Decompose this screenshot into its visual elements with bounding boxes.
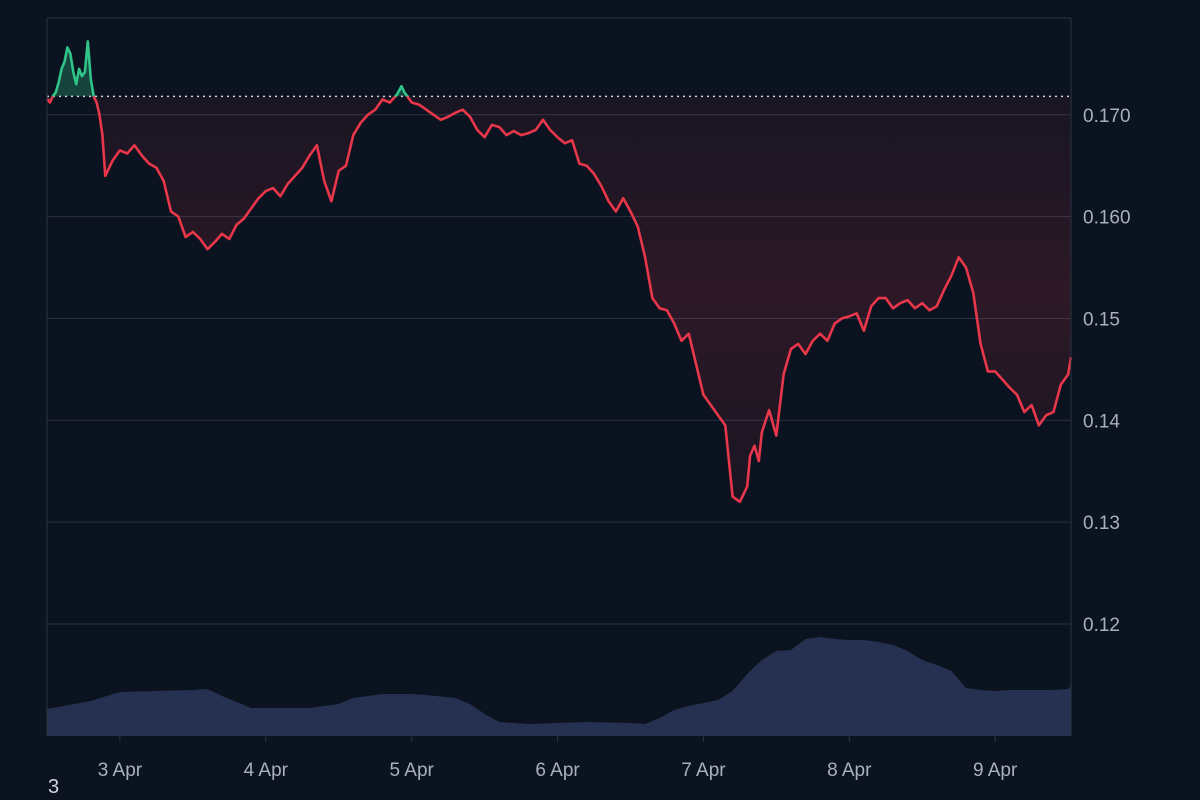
x-tick-label: 8 Apr bbox=[827, 760, 872, 781]
price-line-below bbox=[45, 96, 1073, 504]
x-axis: 3 Apr 4 Apr 5 Apr 6 Apr 7 Apr 8 Apr 9 Apr bbox=[98, 736, 1018, 781]
y-tick-label: 0.13 bbox=[1083, 513, 1120, 534]
price-fill bbox=[47, 41, 1071, 502]
x-tick-label: 3 Apr bbox=[98, 760, 143, 781]
plot-frame bbox=[46, 17, 1072, 736]
y-tick-label: 0.14 bbox=[1083, 411, 1120, 432]
price-line bbox=[45, 40, 1073, 504]
volume-area bbox=[47, 637, 1071, 736]
x-tick-label: 4 Apr bbox=[244, 760, 289, 781]
x-tick-label: 9 Apr bbox=[973, 760, 1018, 781]
y-axis: 0.170 0.160 0.15 0.14 0.13 0.12 bbox=[1083, 106, 1131, 636]
volume-area-shape bbox=[47, 637, 1071, 736]
down-area-fill bbox=[47, 96, 1071, 502]
footer-note: 3 bbox=[48, 776, 60, 798]
y-tick-label: 0.170 bbox=[1083, 106, 1131, 127]
y-tick-label: 0.15 bbox=[1083, 309, 1120, 330]
x-tick-label: 6 Apr bbox=[535, 760, 580, 781]
x-tick-label: 5 Apr bbox=[389, 760, 434, 781]
y-tick-label: 0.160 bbox=[1083, 208, 1131, 229]
y-tick-label: 0.12 bbox=[1083, 615, 1120, 636]
x-tick-label: 7 Apr bbox=[681, 760, 726, 781]
